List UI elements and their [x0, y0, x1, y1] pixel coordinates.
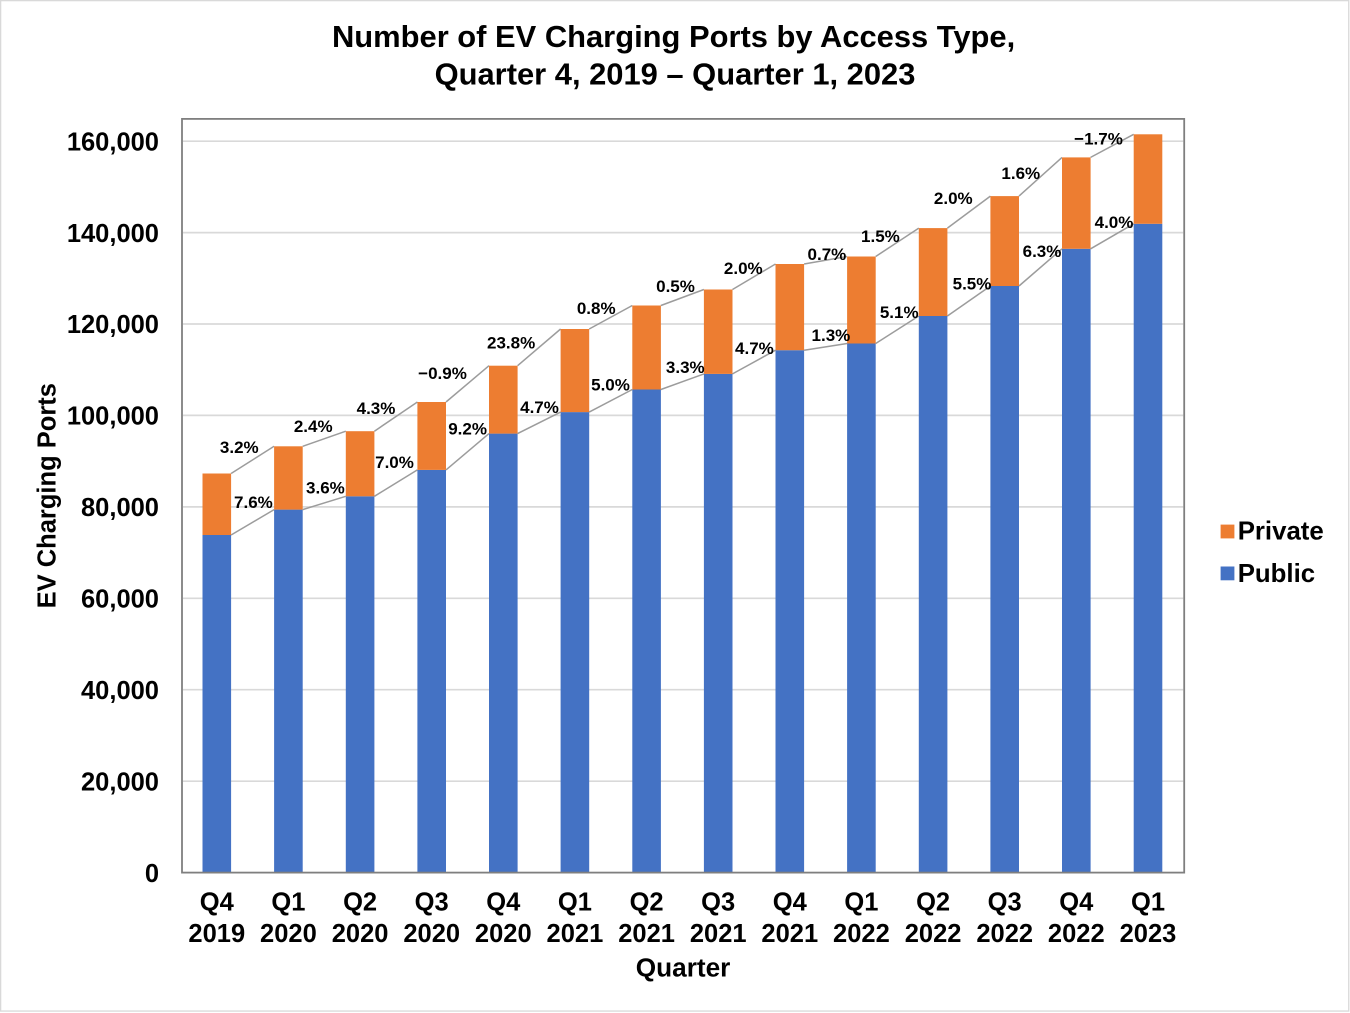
svg-text:Q3: Q3 [701, 888, 735, 916]
svg-text:Q4: Q4 [200, 888, 235, 916]
svg-text:Number of EV Charging Ports by: Number of EV Charging Ports by Access Ty… [332, 19, 1015, 54]
svg-text:2019: 2019 [188, 920, 245, 948]
svg-text:2022: 2022 [976, 920, 1033, 948]
svg-text:23.8%: 23.8% [487, 333, 535, 352]
svg-text:4.0%: 4.0% [1095, 213, 1134, 232]
svg-text:9.2%: 9.2% [448, 420, 487, 439]
svg-text:160,000: 160,000 [67, 128, 159, 156]
svg-text:Q4: Q4 [1059, 888, 1094, 916]
svg-text:0.8%: 0.8% [577, 299, 616, 318]
svg-text:Private: Private [1238, 518, 1324, 546]
svg-text:2020: 2020 [332, 920, 389, 948]
svg-text:7.0%: 7.0% [375, 453, 414, 472]
svg-text:40,000: 40,000 [81, 677, 159, 705]
svg-text:2022: 2022 [833, 920, 890, 948]
svg-text:2021: 2021 [690, 920, 747, 948]
svg-text:20,000: 20,000 [81, 768, 159, 796]
svg-text:Q1: Q1 [271, 888, 305, 916]
svg-text:2022: 2022 [1048, 920, 1105, 948]
svg-text:Q1: Q1 [558, 888, 592, 916]
svg-text:Quarter 4, 2019 – Quarter 1, 2: Quarter 4, 2019 – Quarter 1, 2023 [435, 56, 916, 91]
svg-text:2023: 2023 [1120, 920, 1177, 948]
svg-text:6.3%: 6.3% [1023, 242, 1062, 261]
svg-text:0.5%: 0.5% [656, 277, 695, 296]
svg-text:Q2: Q2 [343, 888, 377, 916]
svg-text:1.5%: 1.5% [861, 227, 900, 246]
svg-text:1.6%: 1.6% [1001, 164, 1040, 183]
svg-text:2020: 2020 [403, 920, 460, 948]
svg-text:Q4: Q4 [773, 888, 808, 916]
svg-text:2020: 2020 [260, 920, 317, 948]
svg-text:60,000: 60,000 [81, 586, 159, 614]
svg-text:2020: 2020 [475, 920, 532, 948]
svg-text:120,000: 120,000 [67, 311, 159, 339]
svg-text:3.3%: 3.3% [666, 358, 705, 377]
svg-text:2021: 2021 [761, 920, 818, 948]
svg-text:Q1: Q1 [1131, 888, 1165, 916]
svg-text:80,000: 80,000 [81, 494, 159, 522]
svg-text:Q2: Q2 [916, 888, 950, 916]
svg-text:4.7%: 4.7% [520, 398, 559, 417]
svg-text:4.3%: 4.3% [357, 399, 396, 418]
svg-text:2021: 2021 [547, 920, 604, 948]
svg-text:5.0%: 5.0% [591, 376, 630, 395]
svg-text:Q4: Q4 [486, 888, 521, 916]
svg-text:−0.9%: −0.9% [418, 364, 467, 383]
svg-text:Q2: Q2 [630, 888, 664, 916]
svg-text:3.6%: 3.6% [306, 479, 345, 498]
svg-text:100,000: 100,000 [67, 403, 159, 431]
svg-text:0: 0 [145, 860, 159, 888]
svg-text:3.2%: 3.2% [220, 438, 259, 457]
svg-text:−1.7%: −1.7% [1074, 130, 1123, 149]
svg-text:5.5%: 5.5% [953, 275, 992, 294]
svg-text:4.7%: 4.7% [735, 339, 774, 358]
svg-text:2.4%: 2.4% [294, 417, 333, 436]
svg-text:Public: Public [1238, 560, 1315, 588]
svg-text:2.0%: 2.0% [934, 189, 973, 208]
svg-text:2.0%: 2.0% [724, 259, 763, 278]
svg-text:7.6%: 7.6% [234, 493, 273, 512]
svg-text:Q3: Q3 [988, 888, 1022, 916]
svg-text:Q1: Q1 [844, 888, 878, 916]
svg-text:2021: 2021 [618, 920, 675, 948]
svg-text:Quarter: Quarter [636, 953, 731, 983]
svg-text:EV Charging Ports: EV Charging Ports [34, 383, 62, 608]
svg-text:2022: 2022 [905, 920, 962, 948]
svg-text:5.1%: 5.1% [880, 303, 919, 322]
svg-text:Q3: Q3 [415, 888, 449, 916]
svg-text:0.7%: 0.7% [808, 245, 847, 264]
svg-text:140,000: 140,000 [67, 220, 159, 248]
svg-text:1.3%: 1.3% [812, 326, 851, 345]
